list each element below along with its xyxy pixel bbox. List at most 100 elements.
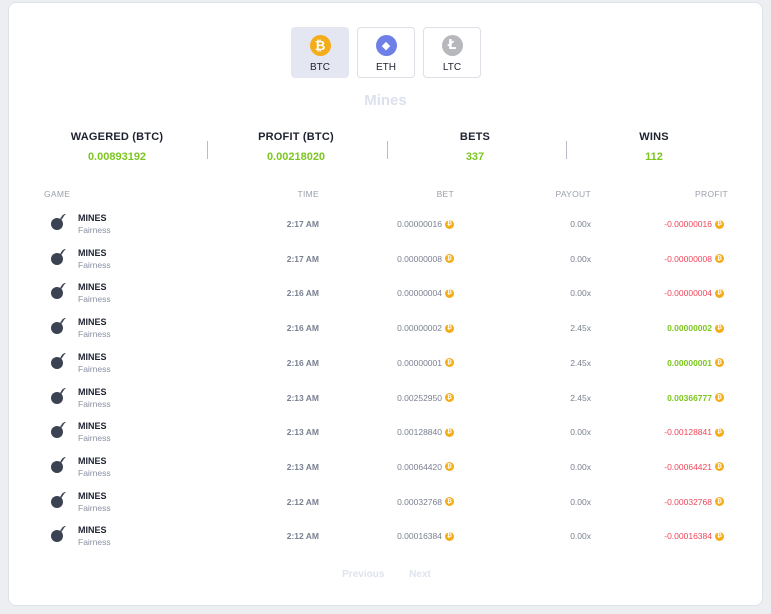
- history-panel: ₿ BTC ◆ ETH Ł LTC Mines WAGERED (BTC) 0.…: [8, 2, 763, 606]
- stat-wagered-value: 0.00893192: [87, 151, 147, 163]
- tab-btc[interactable]: ₿ BTC: [291, 27, 349, 78]
- table-header: GAME TIME BET PAYOUT PROFIT: [9, 189, 764, 201]
- row-bet-value: 0.00252950: [397, 392, 442, 403]
- row-profit-value: 0.00366777: [667, 392, 712, 403]
- fairness-link[interactable]: Fairness: [78, 259, 111, 270]
- row-bet: 0.00128840 ₿: [397, 427, 454, 437]
- bitcoin-icon: ₿: [715, 323, 724, 333]
- row-game-name: MINES: [78, 490, 107, 501]
- tab-eth[interactable]: ◆ ETH: [357, 27, 415, 78]
- row-profit-value: 0.00000002: [667, 323, 712, 334]
- table-row: MINES Fairness 2:16 AM 0.00000001 ₿ 2.45x 0.00…: [9, 348, 764, 382]
- tab-ltc[interactable]: Ł LTC: [423, 27, 481, 78]
- stat-profit: PROFIT (BTC) 0.00218020: [206, 131, 386, 163]
- stat-wagered-label: WAGERED (BTC): [70, 131, 164, 143]
- row-game-name: MINES: [78, 317, 107, 328]
- bitcoin-icon: ₿: [309, 35, 331, 56]
- bitcoin-icon: ₿: [715, 462, 724, 472]
- fairness-link[interactable]: Fairness: [78, 502, 111, 513]
- row-bet: 0.00000008 ₿: [397, 254, 454, 264]
- row-game-name: MINES: [78, 351, 107, 362]
- row-game-name: MINES: [78, 386, 107, 397]
- row-profit: -0.00128841 ₿: [664, 427, 724, 437]
- stat-wins-value: 112: [645, 151, 663, 163]
- bomb-icon: [51, 283, 66, 300]
- stat-profit-label: PROFIT (BTC): [258, 131, 334, 143]
- previous-button[interactable]: Previous: [342, 569, 385, 580]
- header-time: TIME: [297, 189, 319, 199]
- row-payout: 0.00x: [570, 253, 591, 264]
- row-bet-value: 0.00016384: [397, 531, 442, 542]
- bitcoin-icon: ₿: [715, 531, 724, 541]
- bitcoin-icon: ₿: [445, 393, 454, 402]
- bomb-icon: [51, 318, 66, 335]
- fairness-link[interactable]: Fairness: [78, 294, 111, 305]
- fairness-link[interactable]: Fairness: [78, 467, 111, 478]
- row-payout: 0.00x: [570, 531, 591, 542]
- row-time: 2:13 AM: [286, 461, 319, 472]
- row-profit-value: -0.00000008: [664, 253, 712, 264]
- row-bet: 0.00000004 ₿: [397, 288, 454, 298]
- row-game-name: MINES: [78, 455, 107, 466]
- row-payout: 0.00x: [570, 219, 591, 229]
- row-profit: -0.00000004 ₿: [664, 288, 724, 298]
- table-row: MINES Fairness 2:13 AM 0.00252950 ₿ 2.45x 0.00…: [9, 383, 764, 417]
- bitcoin-icon: ₿: [445, 531, 454, 541]
- fairness-link[interactable]: Fairness: [78, 433, 111, 444]
- row-game-name: MINES: [78, 213, 107, 223]
- header-payout: PAYOUT: [555, 189, 591, 199]
- stat-divider: [387, 141, 388, 159]
- bitcoin-icon: ₿: [715, 288, 724, 298]
- row-profit-value: -0.00064421: [664, 461, 712, 472]
- row-bet-value: 0.00000008: [397, 253, 442, 264]
- fairness-link[interactable]: Fairness: [78, 225, 111, 235]
- row-time: 2:16 AM: [286, 288, 319, 299]
- bitcoin-icon: ₿: [445, 254, 454, 264]
- stat-wins-label: WINS: [639, 131, 669, 143]
- row-profit-value: -0.00128841: [664, 427, 712, 438]
- currency-tabs: ₿ BTC ◆ ETH Ł LTC: [291, 27, 481, 78]
- stat-bets: BETS 337: [385, 131, 565, 163]
- row-bet-value: 0.00000001: [397, 357, 442, 368]
- row-profit: 0.00000002 ₿: [667, 323, 724, 333]
- row-time: 2:17 AM: [286, 219, 319, 229]
- row-profit-value: -0.00016384: [664, 531, 712, 542]
- fairness-link[interactable]: Fairness: [78, 398, 111, 409]
- next-button[interactable]: Next: [409, 569, 431, 580]
- row-time: 2:16 AM: [286, 323, 319, 334]
- table-row: MINES Fairness 2:13 AM 0.00064420 ₿ 0.00x -0.0…: [9, 452, 764, 486]
- bitcoin-icon: ₿: [445, 288, 454, 298]
- row-bet-value: 0.00000002: [397, 323, 442, 334]
- row-profit-value: -0.00000016: [664, 219, 712, 229]
- bomb-icon: [51, 248, 66, 265]
- bitcoin-icon: ₿: [715, 497, 724, 507]
- row-time: 2:12 AM: [286, 496, 319, 507]
- stat-bets-value: 337: [465, 151, 485, 163]
- table-row: MINES Fairness 2:16 AM 0.00000004 ₿ 0.00x -0.0…: [9, 278, 764, 312]
- bitcoin-icon: ₿: [715, 393, 724, 402]
- header-profit: PROFIT: [695, 189, 728, 199]
- row-profit: -0.00064421 ₿: [664, 462, 724, 472]
- stats-bar: WAGERED (BTC) 0.00893192 PROFIT (BTC) 0.…: [9, 131, 764, 171]
- row-bet: 0.00000002 ₿: [397, 323, 454, 333]
- stat-profit-value: 0.00218020: [266, 151, 326, 163]
- row-bet-value: 0.00000016: [397, 219, 442, 229]
- bomb-icon: [51, 526, 66, 543]
- fairness-link[interactable]: Fairness: [78, 363, 111, 374]
- row-payout: 2.45x: [570, 357, 591, 368]
- bomb-icon: [51, 422, 66, 439]
- row-payout: 2.45x: [570, 392, 591, 403]
- row-profit: 0.00000001 ₿: [667, 358, 724, 368]
- fairness-link[interactable]: Fairness: [78, 329, 111, 340]
- bitcoin-icon: ₿: [445, 219, 454, 229]
- row-bet: 0.00252950 ₿: [397, 393, 454, 403]
- bitcoin-icon: ₿: [715, 427, 724, 437]
- bomb-icon: [51, 214, 66, 230]
- header-bet: BET: [436, 189, 454, 199]
- row-profit: 0.00366777 ₿: [667, 393, 724, 403]
- stat-divider: [207, 141, 208, 159]
- bomb-icon: [51, 491, 66, 508]
- row-profit: -0.00016384 ₿: [664, 531, 724, 541]
- table-row: MINES Fairness 2:12 AM 0.00032768 ₿ 0.00x -0.0…: [9, 487, 764, 521]
- fairness-link[interactable]: Fairness: [78, 537, 111, 548]
